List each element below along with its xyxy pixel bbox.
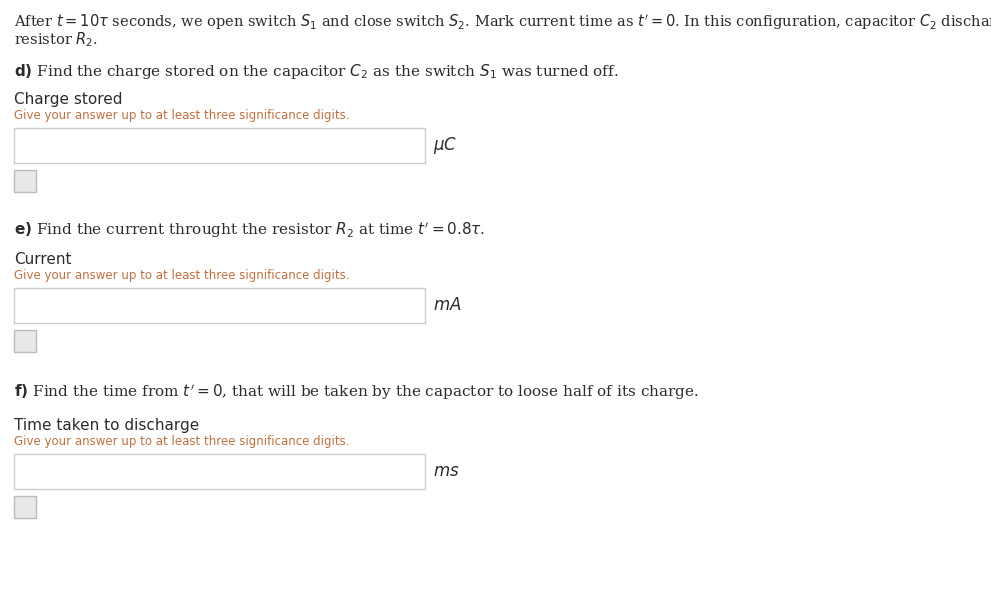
- FancyBboxPatch shape: [14, 170, 36, 192]
- FancyBboxPatch shape: [14, 330, 36, 352]
- FancyBboxPatch shape: [14, 128, 425, 163]
- Text: $\mu C$: $\mu C$: [433, 135, 458, 156]
- Text: $mA$: $mA$: [433, 297, 462, 314]
- Text: resistor $R_2$.: resistor $R_2$.: [14, 30, 98, 48]
- Text: $\mathbf{f)}$ Find the time from $t^{\prime} = 0$, that will be taken by the cap: $\mathbf{f)}$ Find the time from $t^{\pr…: [14, 382, 699, 402]
- FancyBboxPatch shape: [14, 288, 425, 323]
- Text: $\mathbf{d)}$ Find the charge stored on the capacitor $C_2$ as the switch $S_1$ : $\mathbf{d)}$ Find the charge stored on …: [14, 62, 618, 81]
- Text: Give your answer up to at least three significance digits.: Give your answer up to at least three si…: [14, 269, 350, 282]
- Text: After $t = 10\tau$ seconds, we open switch $S_1$ and close switch $S_2$. Mark cu: After $t = 10\tau$ seconds, we open swit…: [14, 12, 991, 32]
- Text: $ms$: $ms$: [433, 463, 460, 480]
- Text: Current: Current: [14, 252, 71, 267]
- FancyBboxPatch shape: [14, 454, 425, 489]
- FancyBboxPatch shape: [14, 496, 36, 518]
- Text: Charge stored: Charge stored: [14, 92, 123, 107]
- Text: Time taken to discharge: Time taken to discharge: [14, 418, 199, 433]
- Text: Give your answer up to at least three significance digits.: Give your answer up to at least three si…: [14, 435, 350, 448]
- Text: Give your answer up to at least three significance digits.: Give your answer up to at least three si…: [14, 109, 350, 122]
- Text: $\mathbf{e)}$ Find the current throught the resistor $R_2$ at time $t^{\prime} =: $\mathbf{e)}$ Find the current throught …: [14, 220, 486, 240]
